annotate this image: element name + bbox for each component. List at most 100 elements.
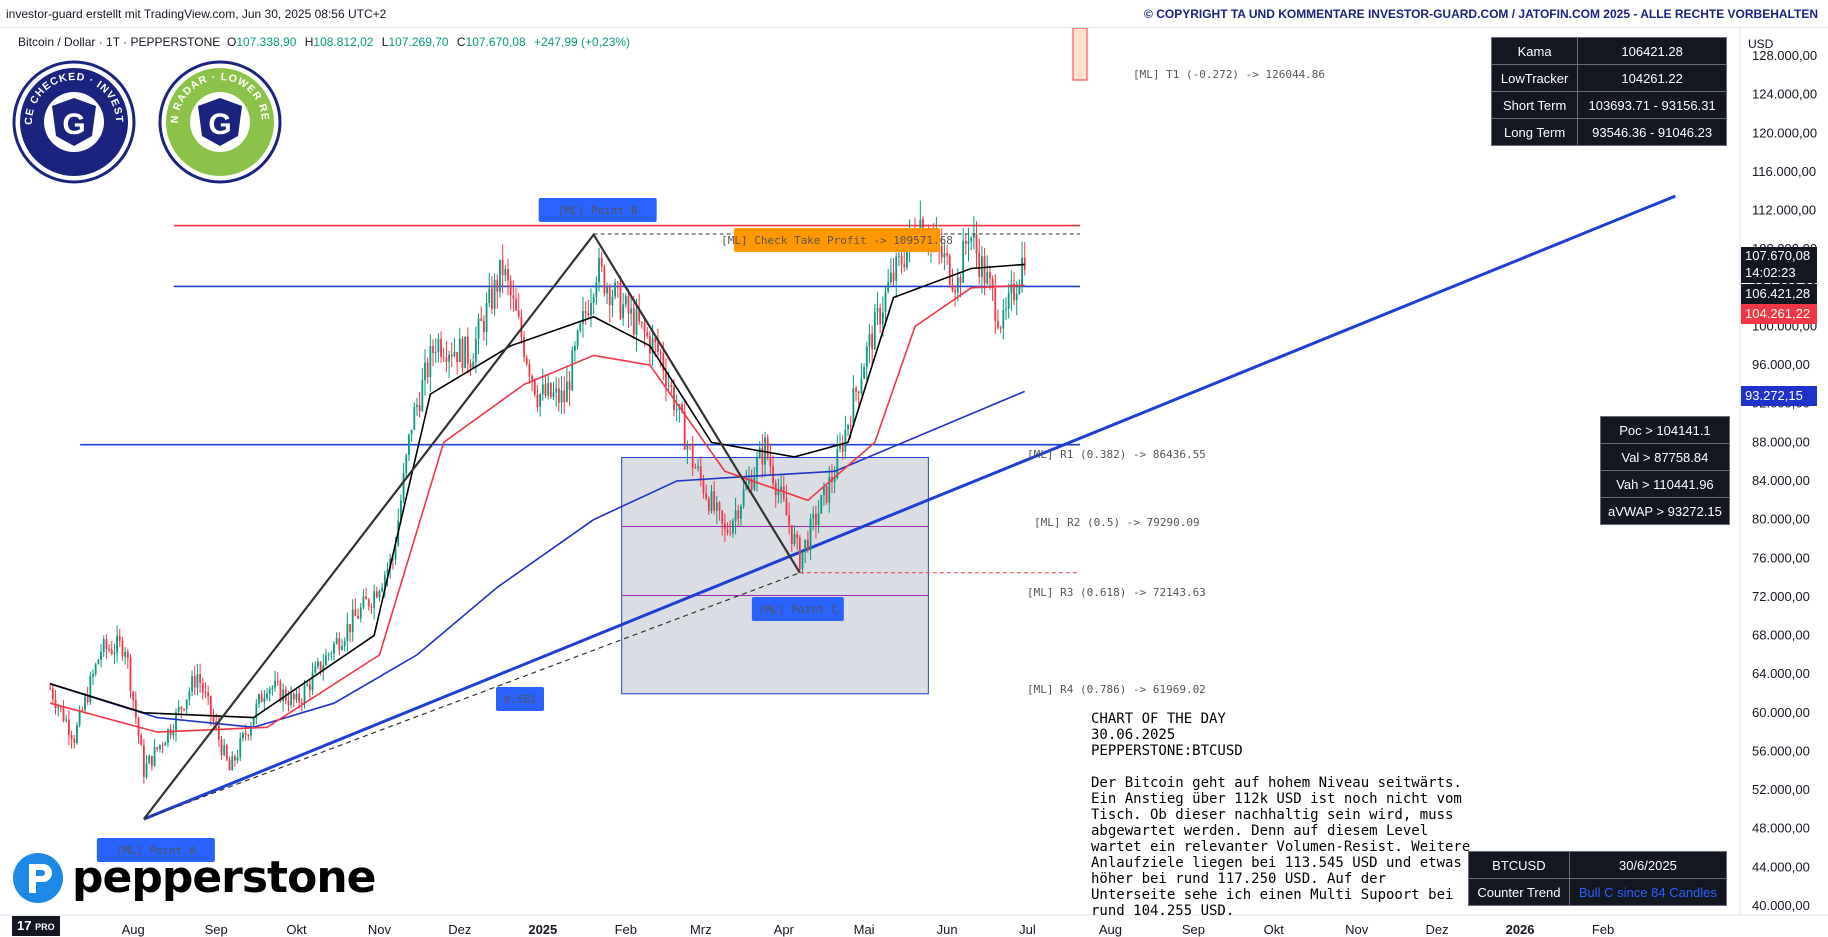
candle-body [493,279,496,309]
symbol-legend[interactable]: Bitcoin / Dollar · 1T · PEPPERSTONE O107… [18,35,635,49]
candle-body [349,623,351,633]
table-row: LowTracker 104261.22 [1490,64,1727,92]
trendline[interactable] [143,194,1676,821]
candle-body [351,609,354,633]
table-row: Poc > 104141.1 [1600,416,1730,444]
candle-body [362,596,365,608]
trendline-ratio-label-bg[interactable] [496,687,544,711]
candle-body [860,378,863,394]
candle-body [801,551,804,570]
last-price-tag: 107.670,08 14:02:23 [1741,247,1817,283]
price-axis[interactable]: 128.000,00 124.000,00 120.000,00 116.000,00… [1752,48,1817,913]
candle-body [145,763,148,778]
pitchfork-labels[interactable]: [ML] Point B [ML] Point A [ML] Point C [ML]… [96,68,1325,862]
candle-body [367,599,370,607]
candle-body [113,652,116,654]
candle-body [956,277,959,293]
cotd-date: 30.06.2025 [1091,727,1176,743]
candle-body [600,258,603,267]
table-row: aVWAP > 93272.15 [1600,497,1730,525]
candle-body [1023,257,1026,270]
candle-body [507,268,509,281]
candle-body [592,296,595,304]
candle-body [391,558,394,560]
candle-body [244,733,247,736]
val-cell: Val > 87758.84 [1600,443,1730,471]
candle-body [590,303,592,316]
candle-body [180,706,183,709]
take-profit-label-bg[interactable] [734,228,940,252]
candle-body [378,591,381,598]
candle-body [207,692,210,697]
point-c-label-bg[interactable] [751,597,844,621]
pepperstone-wordmark: pepperstone [72,852,376,903]
candle-body [667,385,670,387]
candle-body [499,259,501,292]
candle-body [314,666,317,673]
x-tick-label: 2025 [528,922,557,937]
x-tick-label: Okt [1264,922,1285,937]
candle-body [287,700,290,705]
x-tick-label: Okt [286,922,307,937]
candle-body [649,335,651,354]
candle-body [418,404,421,411]
candle-body [1018,284,1021,294]
x-tick-label: Apr [774,922,795,937]
candle-body [129,657,132,692]
candle-body [619,282,622,319]
candle-body [453,352,456,357]
chart-of-the-day-text: CHART OF THE DAY 30.06.2025 PEPPERSTONE:… [1091,711,1476,919]
horizontal-levels[interactable] [80,194,1676,821]
x-tick-label: Dez [1426,922,1449,937]
candle-body [290,693,293,705]
point-b-label-bg[interactable] [538,198,657,222]
candle-body [429,345,432,378]
last-price: 107.670,08 [1745,248,1811,263]
point-c-label: [ML] Point C [758,603,837,616]
candle-body [477,318,480,339]
candle-body [793,534,796,544]
point-a-label-bg[interactable] [96,838,215,862]
lowtracker-value: 104261.22 [1577,64,1727,92]
candle-body [702,478,705,494]
candle-body [812,513,815,519]
candle-body [1010,283,1013,294]
candle-body [699,466,702,479]
candle-body [555,388,558,393]
avwap-cell: aVWAP > 93272.15 [1600,497,1730,525]
candle-body [547,383,550,396]
candle-body [785,498,788,516]
candle-body [713,491,716,511]
candle-body [311,672,314,691]
vwap-tag-value: 93.272,15 [1745,388,1803,403]
y-tick-label: 56.000,00 [1752,743,1810,758]
retracement-box[interactable] [621,456,929,695]
candle-body [193,676,196,688]
trend-value-cell: Bull C since 84 Candles [1568,878,1728,906]
candle-body [630,308,633,314]
target-label-2: [ML] R1 (0.382) -> 86436.55 [1027,448,1206,461]
candle-body [900,255,903,265]
candle-body [322,665,325,672]
candle-body [464,336,467,368]
candle-body [544,384,547,396]
candle-body [175,711,177,732]
candle-body [582,311,584,324]
candle-body [710,491,713,512]
candle-body [260,694,263,703]
pitchfork-drawings[interactable] [142,27,1088,820]
y-tick-label: 48.000,00 [1752,821,1810,836]
kama-value: 106421.28 [1577,37,1727,65]
table-row: Val > 87758.84 [1600,443,1730,471]
time-axis[interactable]: JulAugSepOktNovDez2025FebMrzAprMaiJunJul… [42,922,1614,937]
candle-body [643,322,646,333]
candle-body [651,338,654,354]
abc-pattern-line[interactable] [142,232,801,820]
volume-table: Poc > 104141.1 Val > 87758.84 Vah > 1104… [1600,416,1730,525]
candle-body [737,510,740,519]
candle-body [946,253,948,256]
candle-body [611,296,614,306]
countdown: 14:02:23 [1745,265,1796,280]
box-rect[interactable] [621,456,929,695]
